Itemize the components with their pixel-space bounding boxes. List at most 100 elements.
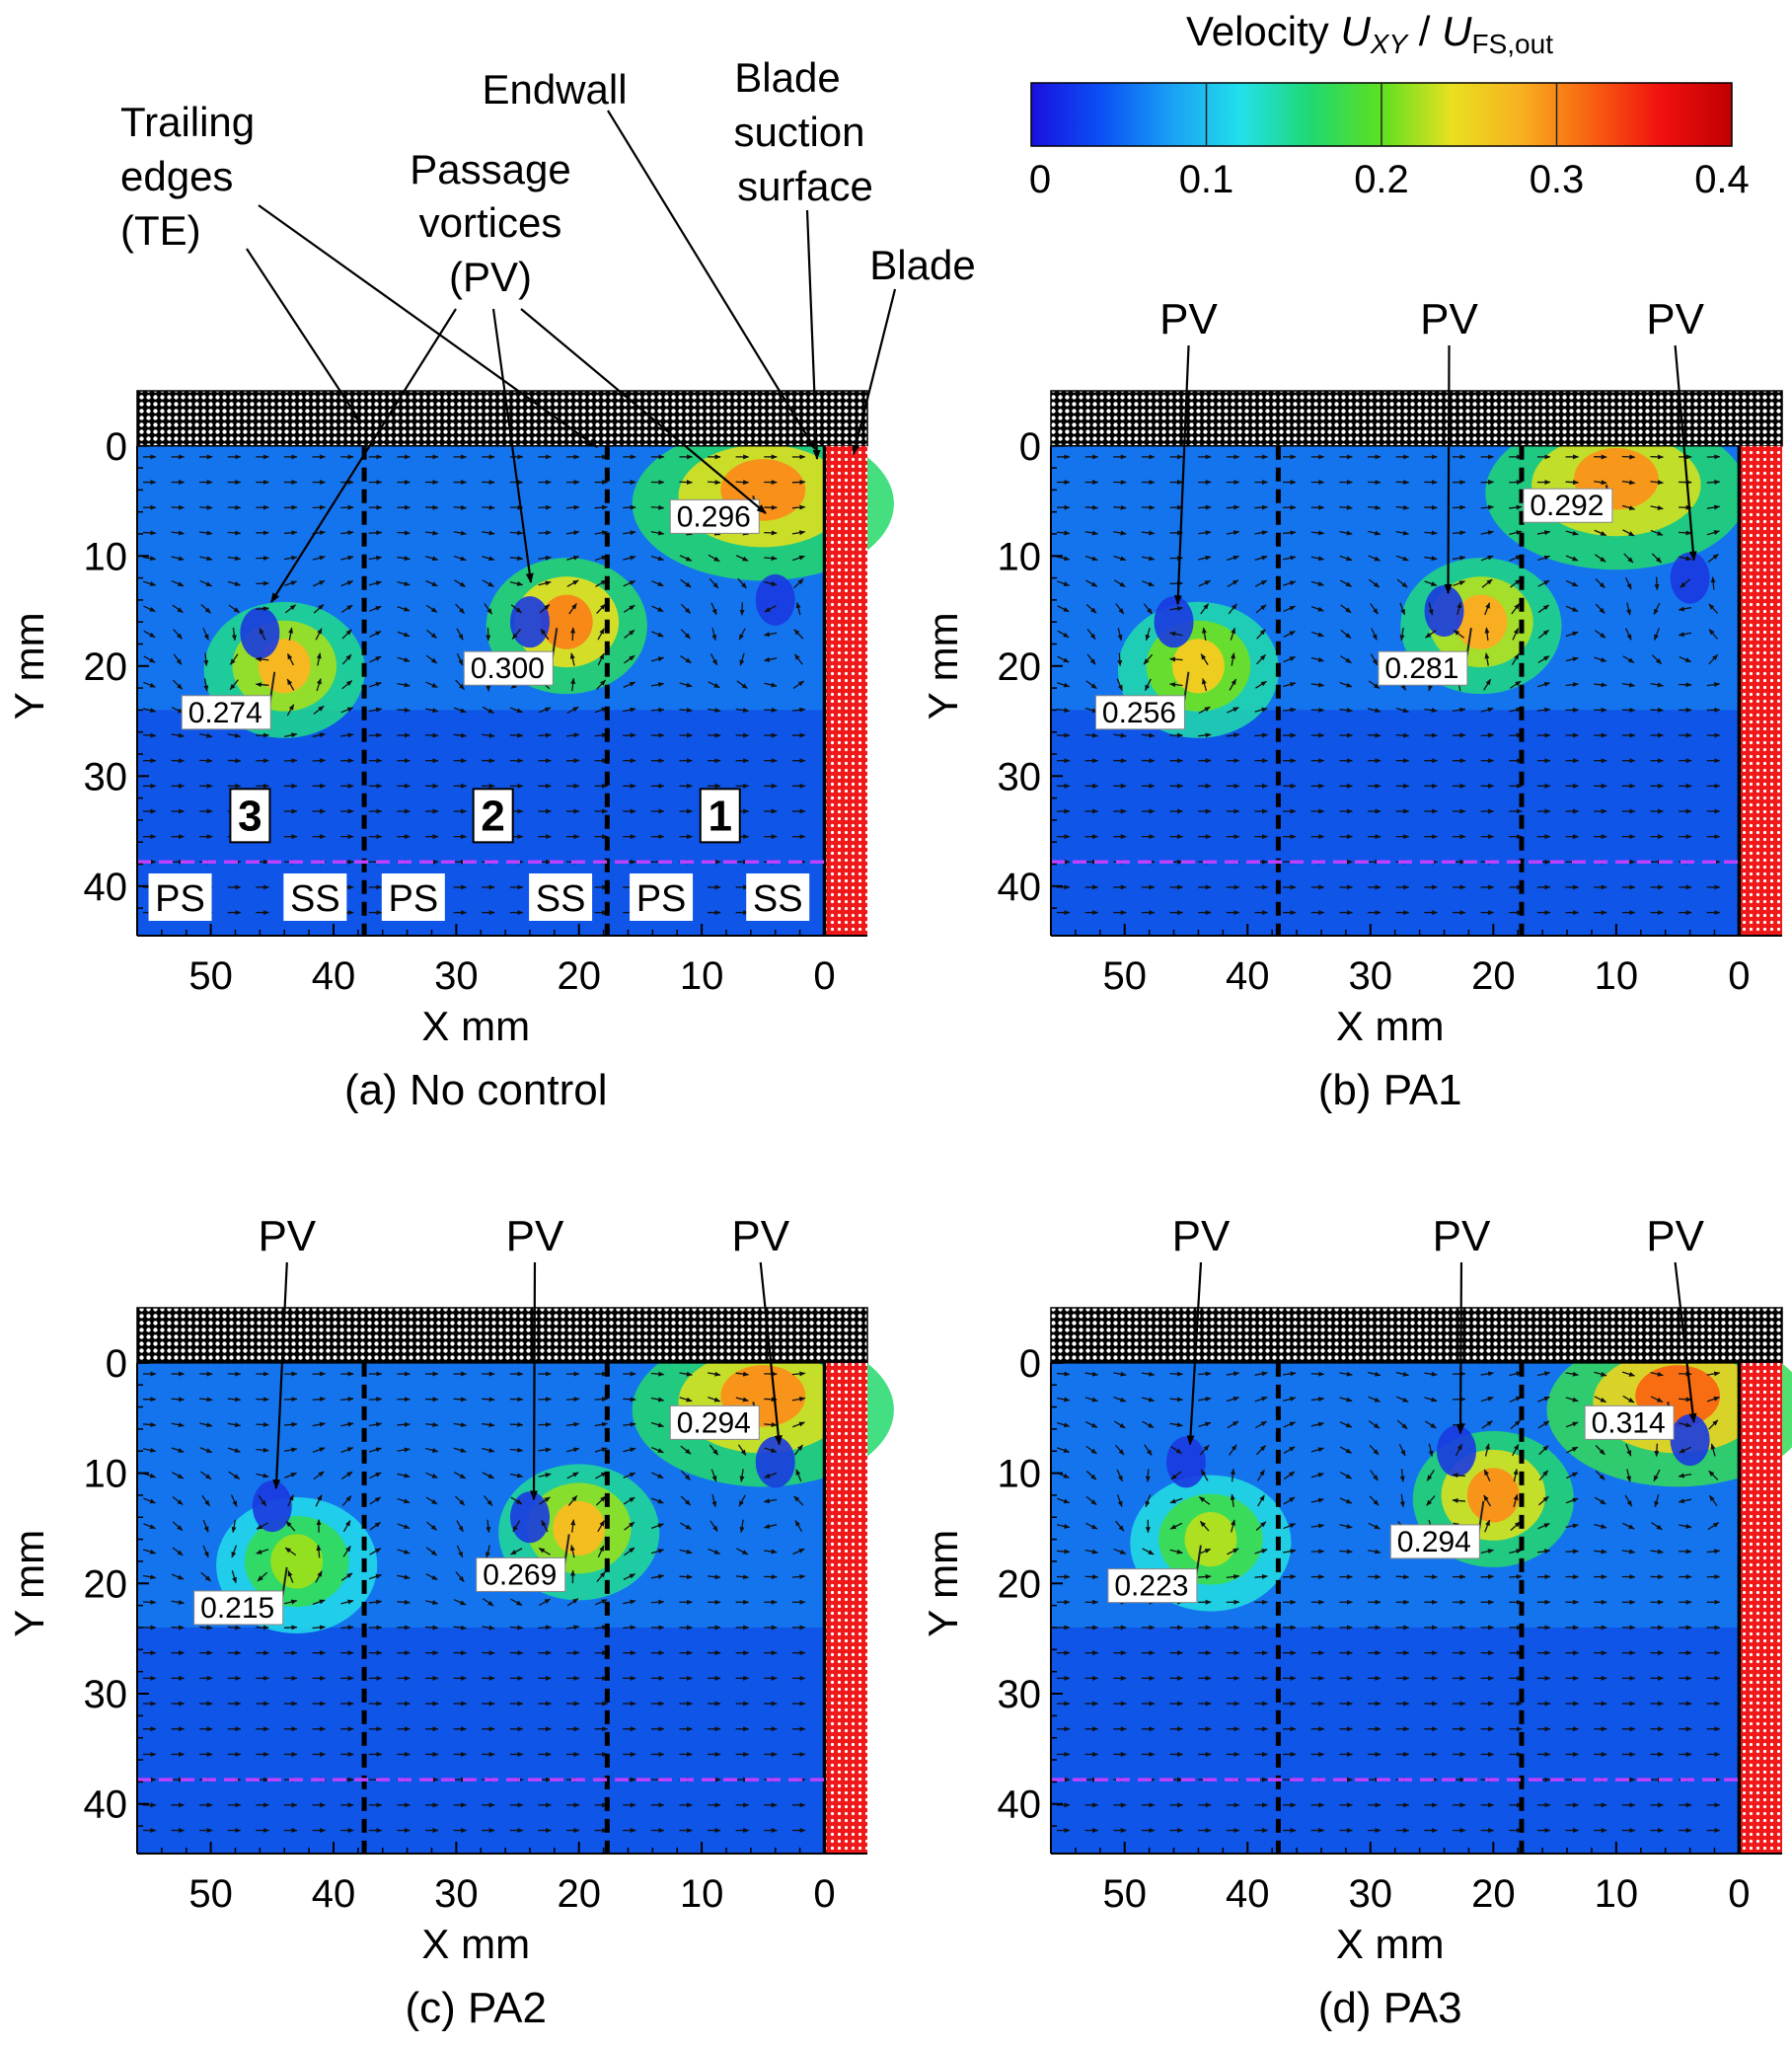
vector-arrow	[738, 628, 746, 641]
vector-arrow	[228, 604, 241, 614]
vector-arrow	[255, 682, 269, 688]
vector-arrow	[708, 708, 721, 714]
vector-arrow	[791, 707, 806, 713]
x-axis-label: X mm	[1336, 1921, 1445, 1967]
vector-arrow	[1399, 627, 1405, 642]
panel-c: 0 10 20 30 40 50 40 30 20 10 0 X mm Y mm (c) PA2 0.215…	[6, 1212, 894, 2032]
vector-arrow	[709, 1444, 719, 1456]
vector-arrow	[1511, 653, 1520, 666]
side-label-box	[148, 872, 212, 921]
vector-arrow	[482, 579, 494, 587]
vector-arrow	[651, 605, 664, 613]
vector-arrow	[1340, 604, 1352, 614]
vector-arrow	[1085, 1470, 1097, 1480]
x-tick-label: 30	[434, 1872, 479, 1916]
vector-arrow	[1114, 1444, 1125, 1456]
peak-label-box	[669, 498, 760, 534]
vector-arrow	[679, 707, 693, 713]
vector-arrow	[791, 1574, 806, 1579]
vector-arrow	[1706, 682, 1721, 688]
vector-arrow	[425, 1521, 437, 1531]
svg-text:surface: surface	[737, 163, 873, 209]
vector-arrow	[1708, 629, 1718, 640]
y-tick-label: 40	[998, 866, 1042, 909]
vector-arrow	[540, 628, 550, 641]
vector-arrow	[1339, 555, 1353, 562]
vector-arrow	[791, 504, 806, 510]
vector-arrow	[199, 556, 213, 562]
vector-arrow	[1565, 579, 1579, 587]
vector-arrow	[426, 629, 437, 640]
vector-arrow	[650, 1599, 665, 1605]
vector-arrow	[566, 555, 580, 561]
vector-arrow	[143, 1549, 157, 1555]
vector-arrow	[794, 1520, 803, 1533]
vector-arrow	[651, 1472, 664, 1479]
vector-arrow	[1254, 530, 1268, 536]
vector-arrow	[1678, 606, 1692, 612]
vector-arrow	[453, 1397, 468, 1403]
vector-arrow	[143, 655, 156, 663]
vector-arrow	[1594, 554, 1606, 563]
panel-b: 0 10 20 30 40 50 40 30 20 10 0 X mm Y mm (b) PA1 0.256…	[920, 295, 1783, 1114]
y-tick-label: 40	[84, 866, 128, 909]
vector-arrow	[1680, 578, 1690, 588]
vector-arrow	[1141, 556, 1156, 562]
vector-arrow	[1512, 628, 1520, 641]
vector-arrow	[425, 556, 439, 562]
vector-arrow	[368, 1573, 382, 1580]
vector-arrow	[623, 1472, 636, 1479]
vector-arrow	[1283, 682, 1297, 688]
vector-arrow	[227, 1447, 241, 1453]
vector-arrow	[172, 1521, 184, 1532]
vector-arrow	[171, 1447, 185, 1453]
svg-text:Passage: Passage	[410, 146, 570, 192]
vector-arrow	[340, 1397, 354, 1403]
svg-text:Trailing: Trailing	[120, 99, 255, 145]
vector-arrow	[1594, 480, 1607, 486]
vector-arrow	[143, 1523, 156, 1530]
vector-arrow	[456, 1520, 464, 1533]
vector-arrow	[1708, 653, 1719, 665]
vector-arrow	[202, 1519, 209, 1533]
vector-arrow	[1227, 579, 1239, 588]
vector-arrow	[565, 1421, 580, 1427]
vector-arrow	[1113, 555, 1127, 562]
vector-arrow	[172, 679, 184, 690]
vector-arrow	[397, 580, 411, 586]
vector-arrow	[368, 580, 383, 586]
x-axis-label: X mm	[421, 1921, 530, 1967]
vector-arrow	[313, 603, 325, 614]
vector-arrow	[1595, 603, 1605, 614]
vector-arrow	[1710, 576, 1716, 590]
peak-label: 0.269	[483, 1558, 557, 1591]
vector-arrow	[287, 1494, 294, 1507]
vector-arrow	[1169, 606, 1183, 612]
vortex-core	[1154, 596, 1194, 648]
vector-arrow	[231, 1545, 238, 1558]
vector-arrow	[456, 652, 464, 666]
vector-arrow	[316, 652, 322, 666]
vector-arrow	[453, 555, 467, 562]
vector-arrow	[340, 555, 354, 561]
vector-arrow	[142, 1599, 157, 1605]
vector-arrow	[1509, 504, 1523, 510]
vector-arrow	[1086, 628, 1096, 640]
vector-arrow	[283, 1599, 298, 1605]
vector-arrow	[623, 732, 636, 738]
vector-arrow	[1115, 603, 1125, 615]
pv-label: PV	[506, 1212, 564, 1260]
vector-arrow	[1117, 652, 1123, 667]
vector-arrow	[1169, 1371, 1184, 1377]
vector-arrow	[1056, 1397, 1071, 1403]
vector-arrow	[739, 1519, 745, 1534]
vector-arrow	[1565, 682, 1579, 688]
vector-arrow	[1453, 630, 1465, 639]
vector-arrow	[171, 732, 185, 738]
vector-arrow	[142, 708, 157, 714]
colorbar-ticks: 0 0.1 0.2 0.3 0.4	[1029, 83, 1750, 201]
vector-arrow	[1339, 530, 1353, 536]
vector-arrow	[341, 1495, 352, 1506]
x-tick-label: 30	[434, 954, 479, 998]
vector-arrow	[1084, 1549, 1098, 1555]
